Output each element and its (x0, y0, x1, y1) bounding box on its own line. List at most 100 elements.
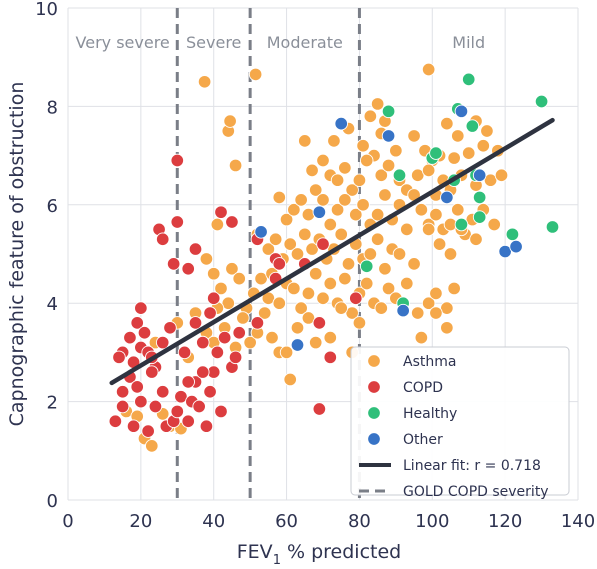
legend-marker-asthma (367, 354, 381, 368)
legend-marker-other (367, 432, 381, 446)
point-asthma (400, 276, 414, 291)
point-asthma (440, 301, 454, 315)
region-label: Very severe (76, 33, 170, 52)
legend-label-healthy: Healthy (403, 406, 457, 422)
point-copd (155, 335, 170, 350)
point-healthy (392, 168, 407, 183)
point-copd (174, 389, 188, 404)
point-asthma (316, 291, 330, 306)
point-copd (196, 365, 210, 379)
point-asthma (232, 271, 246, 286)
point-healthy (381, 104, 396, 119)
severity-region-labels: Very severe Severe Moderate Mild (76, 33, 486, 52)
point-asthma (483, 173, 498, 187)
point-copd (272, 257, 287, 271)
data-points (108, 62, 560, 453)
point-copd (250, 316, 265, 330)
point-copd (155, 232, 170, 246)
point-asthma (228, 158, 243, 173)
point-asthma (359, 276, 374, 291)
point-asthma (330, 202, 345, 217)
point-copd (323, 350, 338, 365)
point-asthma (214, 281, 228, 296)
point-other (254, 225, 268, 239)
point-asthma (421, 62, 436, 77)
point-asthma (294, 301, 308, 315)
point-copd (130, 380, 144, 394)
y-tick-label: 2 (47, 393, 58, 414)
point-asthma (378, 188, 392, 202)
point-healthy (545, 220, 560, 234)
point-asthma (145, 439, 159, 453)
point-asthma (287, 202, 301, 217)
legend-label-asthma: Asthma (403, 354, 456, 370)
y-tick-label: 8 (47, 97, 58, 118)
point-copd (316, 237, 330, 251)
point-asthma (352, 316, 367, 330)
point-copd (130, 316, 144, 330)
point-copd (232, 325, 246, 340)
point-copd (170, 404, 185, 419)
point-copd (199, 419, 214, 433)
x-tick-label: 140 (561, 511, 595, 532)
y-tick-label: 0 (47, 491, 58, 512)
x-tick-label: 0 (62, 511, 73, 532)
point-healthy (505, 227, 520, 242)
x-tick-label: 100 (415, 511, 449, 532)
legend-marker-copd (367, 380, 381, 394)
point-asthma (279, 345, 294, 360)
point-asthma (197, 75, 212, 89)
point-asthma (243, 335, 257, 350)
point-copd (214, 404, 228, 419)
point-asthma (400, 222, 414, 237)
point-asthma (290, 321, 305, 335)
point-asthma (294, 193, 308, 207)
point-copd (225, 215, 239, 229)
point-asthma (345, 183, 359, 197)
y-tick-label: 4 (47, 294, 58, 315)
point-asthma (338, 193, 352, 207)
point-copd (134, 301, 148, 315)
point-asthma (199, 252, 214, 266)
point-asthma (370, 232, 385, 246)
point-asthma (206, 266, 221, 281)
point-asthma (370, 207, 385, 222)
x-tick-label: 60 (275, 511, 298, 532)
point-healthy (454, 217, 469, 232)
point-asthma (287, 281, 301, 296)
point-asthma (374, 168, 389, 183)
point-asthma (290, 247, 305, 261)
point-asthma (248, 67, 263, 82)
point-healthy (359, 259, 374, 274)
point-asthma (327, 134, 341, 148)
point-asthma (374, 301, 389, 315)
point-asthma (308, 266, 323, 281)
region-label: Moderate (267, 33, 343, 52)
point-asthma (316, 153, 330, 168)
point-asthma (225, 262, 239, 276)
point-asthma (279, 212, 294, 227)
point-asthma (410, 168, 425, 183)
point-asthma (221, 296, 236, 310)
point-asthma (392, 247, 407, 261)
point-other (312, 205, 327, 219)
y-tick-labels: 0 2 4 6 8 10 (35, 0, 58, 512)
point-asthma (301, 207, 316, 222)
point-asthma (381, 158, 396, 173)
point-asthma (301, 311, 316, 325)
x-axis-title-main: FEV (237, 541, 273, 563)
point-asthma (429, 286, 443, 301)
point-asthma (378, 262, 392, 276)
point-other (381, 129, 396, 143)
point-asthma (356, 139, 370, 153)
point-asthma (254, 271, 268, 286)
point-asthma (265, 330, 279, 345)
point-asthma (410, 306, 425, 320)
legend-marker-healthy (367, 406, 381, 420)
point-asthma (440, 116, 454, 131)
point-asthma (330, 173, 345, 187)
point-copd (134, 394, 148, 409)
point-copd (181, 375, 195, 389)
x-tick-label: 20 (129, 511, 152, 532)
